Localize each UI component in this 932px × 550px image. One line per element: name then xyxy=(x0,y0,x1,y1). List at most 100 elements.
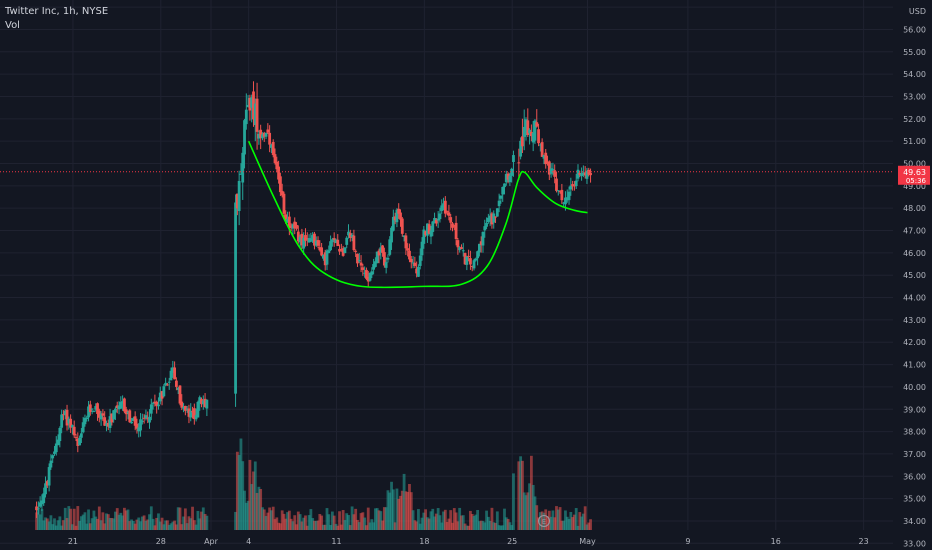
candle xyxy=(314,236,318,247)
candle xyxy=(164,377,168,387)
candle xyxy=(542,154,546,165)
volume-bar xyxy=(485,510,488,530)
volume-bar xyxy=(538,512,542,530)
volume-bar xyxy=(58,516,62,530)
volume-bar xyxy=(587,522,591,530)
candle xyxy=(275,156,279,173)
candle xyxy=(144,409,148,421)
volume-bar xyxy=(434,513,438,530)
candle xyxy=(148,409,151,429)
candle xyxy=(121,395,125,411)
price-axis[interactable]: 56.00 55.00 54.00 53.00 52.00 51.00 50.00 49.00… xyxy=(903,25,926,548)
volume-bar xyxy=(418,523,422,530)
volume-bar xyxy=(69,508,73,530)
volume-bar xyxy=(176,507,180,530)
candle xyxy=(182,403,185,413)
candle xyxy=(287,211,291,236)
volume-bar xyxy=(456,521,460,530)
volume-bar xyxy=(503,508,506,530)
candle xyxy=(278,172,282,196)
volume-bar xyxy=(452,508,456,530)
candle xyxy=(339,243,343,252)
volume-bar xyxy=(96,518,99,530)
volume-bar xyxy=(286,512,289,530)
volume-bar xyxy=(336,525,340,530)
candle xyxy=(153,394,157,407)
candle xyxy=(126,410,130,420)
volume-bar xyxy=(535,505,539,530)
volume-bar xyxy=(74,525,78,530)
volume-bar xyxy=(183,508,187,530)
volume-bar xyxy=(200,511,203,530)
candle xyxy=(345,236,349,249)
volume-bar xyxy=(390,481,393,530)
candle xyxy=(449,214,453,231)
volume-bar xyxy=(544,509,548,530)
volume-bar xyxy=(546,516,549,530)
volume-bar xyxy=(173,520,177,530)
candle xyxy=(282,191,286,219)
volume-bar xyxy=(574,508,578,530)
volume-bar xyxy=(106,514,110,530)
price-badge-bg xyxy=(898,165,930,185)
volume-bar xyxy=(431,508,435,530)
candle xyxy=(425,223,429,243)
volume-bar xyxy=(266,512,270,530)
candle xyxy=(526,108,530,137)
candle xyxy=(585,168,589,184)
candle xyxy=(352,229,356,252)
volume-bar xyxy=(257,486,261,530)
candle xyxy=(189,403,193,422)
volume-bar xyxy=(191,506,194,530)
candle xyxy=(311,232,315,244)
volume-bar xyxy=(556,509,560,530)
candle xyxy=(101,409,105,422)
volume-bar xyxy=(495,511,499,530)
time-tick-label: 16 xyxy=(771,537,781,546)
candle xyxy=(286,211,289,223)
volume-bar xyxy=(273,519,277,530)
candle xyxy=(268,125,272,153)
volume-bar xyxy=(361,512,365,530)
price-tick-label: 52.00 xyxy=(903,115,926,124)
earnings-icon[interactable]: E xyxy=(538,515,550,527)
volume-bar xyxy=(580,516,583,530)
candle xyxy=(176,386,180,395)
candle xyxy=(481,231,485,253)
volume-bar xyxy=(110,518,114,530)
candle xyxy=(103,411,107,426)
candle xyxy=(83,414,87,427)
volume-bar xyxy=(477,521,481,530)
volume-bar xyxy=(307,515,311,530)
volume-bar xyxy=(339,524,343,530)
volume-bar xyxy=(151,518,155,530)
candle xyxy=(322,254,325,261)
volume-bar xyxy=(318,514,322,530)
time-tick-label: Apr xyxy=(204,537,219,546)
volume-bar xyxy=(522,492,526,530)
volume-bar xyxy=(40,509,44,530)
candle xyxy=(192,403,196,425)
candle xyxy=(452,224,456,231)
candle xyxy=(458,246,462,253)
volume-bar xyxy=(454,512,458,530)
volume-bar xyxy=(323,524,327,530)
volume-bar xyxy=(83,512,87,530)
volume-bar xyxy=(320,515,324,530)
volume-bar xyxy=(316,520,320,530)
candle xyxy=(250,94,254,123)
volume-bar xyxy=(551,510,555,530)
volume-bar xyxy=(345,513,349,530)
price-tick-label: 44.00 xyxy=(903,294,926,303)
candle xyxy=(235,193,239,216)
volume-bar xyxy=(255,492,259,530)
candle xyxy=(521,118,524,153)
candle xyxy=(291,223,295,236)
volume-bar xyxy=(329,525,332,530)
candle xyxy=(171,360,175,378)
price-tick-label: 53.00 xyxy=(903,92,926,101)
time-axis[interactable]: 21 28 Apr 4 11 18 25 May 9 16 23 xyxy=(68,537,869,546)
candle xyxy=(434,218,438,227)
